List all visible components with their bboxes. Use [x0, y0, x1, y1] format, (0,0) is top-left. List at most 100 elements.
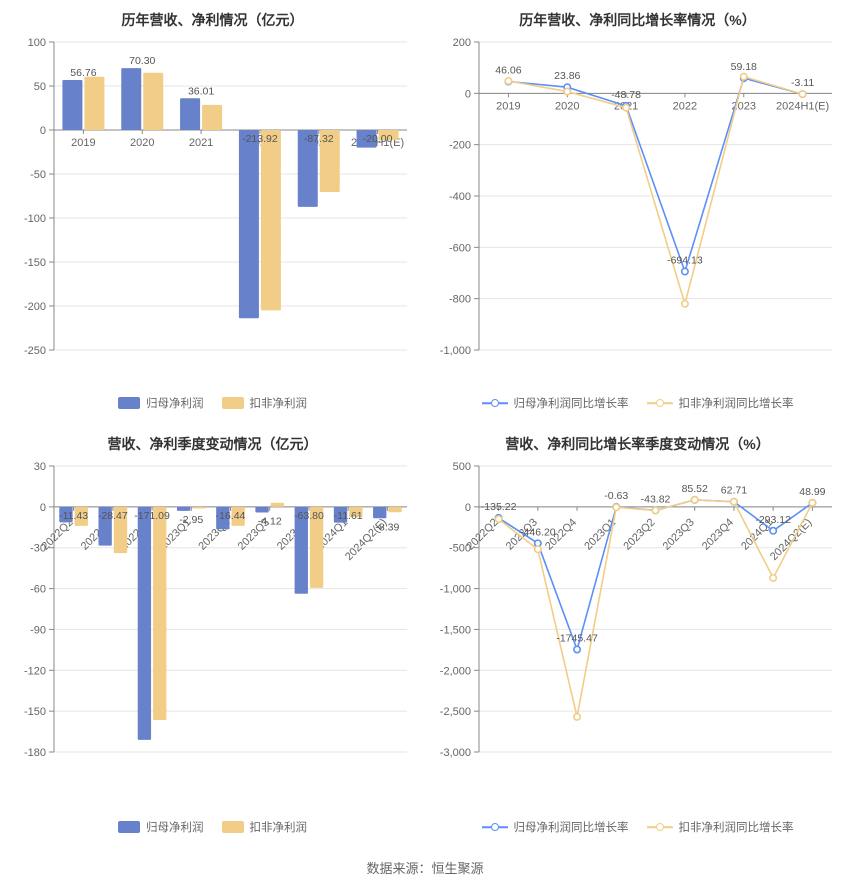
chart-svg: -1,000-800-600-400-200020020192020202120… — [431, 32, 844, 378]
panel-quarter-line: 营收、净利同比增长率季度变动情况（%） -3,000-2,500-2,000-1… — [425, 424, 850, 848]
value-label: -48.78 — [611, 89, 641, 101]
svg-text:-400: -400 — [449, 191, 471, 203]
series-marker — [505, 78, 511, 84]
series-marker — [564, 88, 570, 94]
series-marker — [682, 301, 688, 307]
bar — [84, 77, 104, 130]
series-marker — [574, 714, 580, 720]
value-label: -8.39 — [375, 521, 399, 533]
value-label: 62.71 — [721, 485, 747, 497]
svg-text:2024H1(E): 2024H1(E) — [776, 100, 829, 112]
legend: 归母净利润扣非净利润 — [0, 812, 425, 842]
svg-text:-100: -100 — [24, 213, 46, 225]
svg-text:-120: -120 — [24, 665, 46, 677]
svg-text:-800: -800 — [449, 294, 471, 306]
value-label: 70.30 — [129, 55, 155, 67]
legend-label: 扣非净利润同比增长率 — [679, 819, 794, 835]
bar — [121, 68, 141, 130]
data-source-footer: 数据来源：恒生聚源 — [0, 848, 850, 891]
series-marker — [770, 575, 776, 581]
value-label: -1745.47 — [556, 632, 598, 644]
dashboard: 历年营收、净利情况（亿元） -250-200-150-100-500501002… — [0, 0, 850, 891]
svg-text:50: 50 — [34, 81, 46, 93]
bar — [143, 73, 163, 130]
panel-title: 营收、净利同比增长率季度变动情况（%） — [431, 434, 844, 454]
legend-swatch-bar — [222, 397, 244, 409]
value-label: -87.32 — [304, 133, 334, 145]
chart-svg: -180-150-120-90-60-300302022Q22022Q32022… — [6, 456, 419, 802]
svg-text:-200: -200 — [449, 140, 471, 152]
value-label: -63.80 — [294, 510, 324, 522]
svg-text:-200: -200 — [24, 301, 46, 313]
chart-host: -250-200-150-100-50050100201920202021202… — [6, 32, 419, 378]
bar — [192, 507, 205, 509]
svg-text:-600: -600 — [449, 242, 471, 254]
legend-swatch-bar — [118, 821, 140, 833]
value-label: -135.22 — [481, 501, 517, 513]
svg-text:-1,000: -1,000 — [440, 345, 471, 357]
value-label: -4.12 — [258, 515, 282, 527]
svg-text:-50: -50 — [30, 169, 46, 181]
value-label: -11.61 — [334, 510, 363, 522]
legend-item: 归母净利润 — [118, 395, 204, 411]
svg-text:500: 500 — [453, 461, 471, 473]
svg-text:2020: 2020 — [130, 137, 154, 149]
legend-label: 归母净利润同比增长率 — [514, 395, 629, 411]
svg-text:-2,000: -2,000 — [440, 665, 471, 677]
value-label: 36.01 — [188, 85, 214, 97]
series-marker — [613, 504, 619, 510]
bar — [153, 507, 166, 720]
value-label: 23.86 — [554, 70, 580, 82]
legend-item: 归母净利润同比增长率 — [482, 819, 629, 835]
svg-text:30: 30 — [34, 461, 46, 473]
panel-quarter-bar: 营收、净利季度变动情况（亿元） -180-150-120-90-60-30030… — [0, 424, 425, 848]
chart-svg: -250-200-150-100-50050100201920202021202… — [6, 32, 419, 378]
value-label: -11.43 — [59, 510, 88, 522]
legend-label: 归母净利润 — [146, 395, 204, 411]
value-label: -2.95 — [179, 514, 203, 526]
legend-item: 归母净利润同比增长率 — [482, 395, 629, 411]
value-label: -16.44 — [216, 510, 246, 522]
svg-text:100: 100 — [28, 37, 46, 49]
value-label: -43.82 — [641, 493, 671, 505]
svg-text:-1,500: -1,500 — [440, 624, 471, 636]
value-label: -28.47 — [98, 510, 128, 522]
legend-item: 扣非净利润 — [222, 395, 308, 411]
bar — [62, 80, 82, 130]
value-label: 59.18 — [731, 61, 757, 73]
series-marker — [535, 546, 541, 552]
value-label: -293.12 — [755, 514, 791, 526]
value-label: 48.99 — [799, 486, 825, 498]
value-label: -20.00 — [363, 133, 393, 145]
svg-text:-180: -180 — [24, 747, 46, 759]
legend-swatch-bar — [118, 397, 140, 409]
series-marker — [574, 646, 580, 652]
legend-label: 扣非净利润 — [250, 819, 308, 835]
svg-text:2020: 2020 — [555, 100, 579, 112]
bar — [271, 503, 284, 507]
legend-swatch-bar — [222, 821, 244, 833]
series-marker — [770, 528, 776, 534]
bar — [177, 507, 190, 511]
svg-text:200: 200 — [453, 37, 471, 49]
series-marker — [682, 268, 688, 274]
panel-title: 历年营收、净利情况（亿元） — [6, 10, 419, 30]
bar — [261, 130, 281, 310]
legend-label: 扣非净利润 — [250, 395, 308, 411]
svg-text:2019: 2019 — [496, 100, 520, 112]
series-marker — [731, 499, 737, 505]
svg-text:-2,500: -2,500 — [440, 706, 471, 718]
series-line — [508, 78, 802, 271]
legend-swatch-line — [647, 821, 673, 833]
value-label: -171.09 — [134, 510, 170, 522]
series-marker — [799, 91, 805, 97]
legend: 归母净利润同比增长率 扣非净利润同比增长率 — [425, 812, 850, 842]
svg-text:-250: -250 — [24, 345, 46, 357]
legend-item: 扣非净利润同比增长率 — [647, 395, 794, 411]
series-marker — [652, 507, 658, 513]
svg-text:0: 0 — [465, 88, 471, 100]
legend-label: 扣非净利润同比增长率 — [679, 395, 794, 411]
svg-text:0: 0 — [465, 502, 471, 514]
legend-swatch-line — [482, 397, 508, 409]
bar — [255, 507, 268, 513]
